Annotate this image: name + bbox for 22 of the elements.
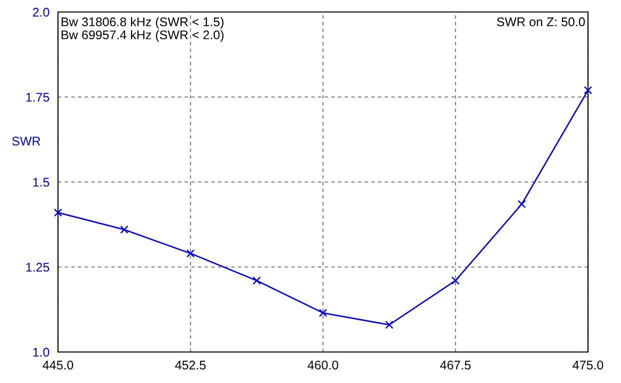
y-tick-label: 1.0 bbox=[33, 348, 50, 357]
y-tick-label: 1.75 bbox=[26, 92, 50, 102]
point bbox=[451, 276, 460, 285]
x-tick-label: 475.0 bbox=[572, 360, 604, 370]
point bbox=[385, 320, 394, 329]
y-axis-title: SWR bbox=[12, 136, 40, 146]
point bbox=[518, 200, 526, 208]
point bbox=[584, 86, 592, 94]
x-tick-label: 452.5 bbox=[175, 360, 206, 370]
x-tick-label: 467.5 bbox=[440, 360, 471, 370]
point bbox=[120, 226, 128, 234]
point bbox=[186, 249, 195, 258]
y-tick-label: 1.25 bbox=[26, 262, 50, 272]
annotation: SWR on Z: 50.0 bbox=[497, 17, 585, 26]
point bbox=[252, 276, 261, 285]
x-tick-label: 460.0 bbox=[308, 360, 338, 370]
point bbox=[318, 308, 328, 317]
x-tick-label: 445.0 bbox=[42, 360, 74, 370]
point bbox=[54, 208, 62, 217]
y-tick-label: 2.0 bbox=[32, 8, 50, 17]
y-tick-label: 1.5 bbox=[33, 178, 50, 187]
annotation: Bw 31806.8 kHz (SWR < 1.5) Bw 69957.4 kHz (SWR < 2.0) bbox=[62, 17, 224, 42]
